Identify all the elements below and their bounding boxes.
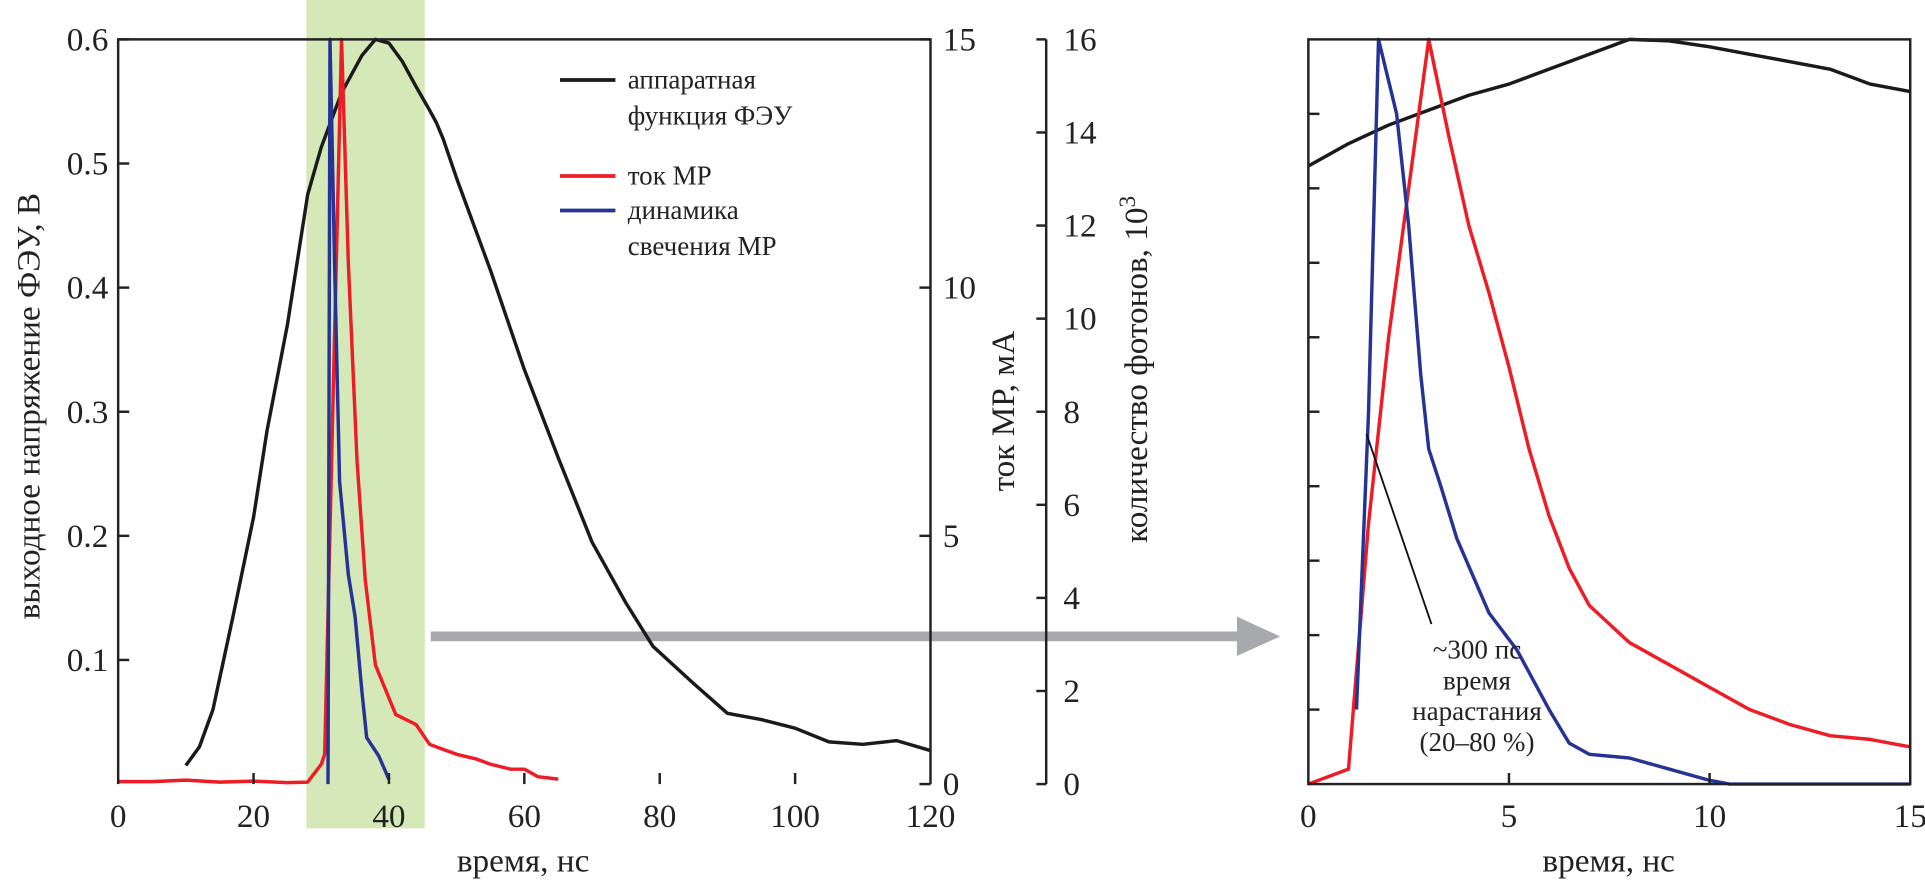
- y-tick-label: 0.2: [67, 518, 109, 555]
- left-y-axis-label: выходное напряжение ФЭУ, В: [10, 193, 47, 619]
- x-tick-label: 20: [237, 798, 270, 835]
- y-tick-label: 0.5: [67, 146, 109, 183]
- left-series-line-0: [184, 37, 931, 767]
- legend-label: динамика: [628, 195, 739, 225]
- right-y-axis-label-photons: количество фотонов, 103: [1115, 196, 1155, 543]
- left-plot-frame: [116, 38, 932, 785]
- x-tick-label: 120: [906, 798, 956, 835]
- legend-label: функция ФЭУ: [628, 100, 793, 130]
- y3-tick-label: 4: [1063, 580, 1080, 617]
- legend-label: аппаратная: [628, 65, 756, 95]
- left-series-line-2: [326, 37, 391, 785]
- y-tick-label: 0.1: [67, 642, 109, 679]
- y2-tick-label: 10: [943, 270, 976, 307]
- y2-tick-label: 0: [943, 766, 960, 803]
- y3-tick-label: 0: [1063, 766, 1080, 803]
- annotation-text: время: [1443, 665, 1511, 695]
- x-tick-label: 40: [372, 798, 405, 835]
- y2-tick-label: 5: [943, 518, 960, 555]
- annotation-text: (20–80 %): [1419, 727, 1534, 757]
- annotation-text: ~300 пс: [1433, 635, 1521, 665]
- right-plot-frame: [1307, 38, 1912, 786]
- right-y-axis-label-current: ток МР, мА: [985, 331, 1022, 492]
- right-series-line-2: [1354, 37, 1911, 786]
- annotation-leader-line: [1365, 433, 1433, 625]
- legend-label: свечения МР: [628, 231, 777, 261]
- y3-tick-label: 10: [1063, 301, 1096, 338]
- right-series-line-1: [1307, 37, 1911, 786]
- x-tick-label: 0: [110, 798, 127, 835]
- y3-tick-label: 12: [1063, 208, 1096, 245]
- annotation-text: нарастания: [1412, 696, 1542, 726]
- y3-tick-label: 2: [1063, 673, 1080, 710]
- right-x-tick-label: 10: [1693, 798, 1726, 835]
- right-series-line-0: [1307, 37, 1911, 168]
- y3-tick-label: 8: [1063, 394, 1080, 431]
- x-tick-label: 60: [508, 798, 541, 835]
- x-tick-label: 80: [643, 798, 676, 835]
- y-tick-label: 0.6: [67, 21, 109, 58]
- x-tick-label: 100: [770, 798, 820, 835]
- arrow-head: [1236, 616, 1281, 657]
- right-x-axis-label: время, нс: [1542, 842, 1674, 879]
- photon-label-text: количество фотонов, 10: [1118, 208, 1155, 543]
- y3-tick-label: 6: [1063, 487, 1080, 524]
- y3-tick-label: 14: [1063, 115, 1097, 152]
- y-tick-label: 0.4: [67, 270, 109, 307]
- photon-label-exponent: 3: [1115, 196, 1141, 208]
- y2-tick-label: 15: [943, 21, 976, 58]
- y3-tick-label: 16: [1063, 21, 1096, 58]
- highlight-band: [306, 0, 425, 829]
- legend-label: ток МР: [628, 161, 712, 191]
- left-x-axis-label: время, нс: [457, 842, 589, 879]
- right-x-tick-label: 5: [1501, 798, 1518, 835]
- y-tick-label: 0.3: [67, 394, 109, 431]
- right-x-tick-label: 15: [1894, 798, 1925, 835]
- right-x-tick-label: 0: [1300, 798, 1317, 835]
